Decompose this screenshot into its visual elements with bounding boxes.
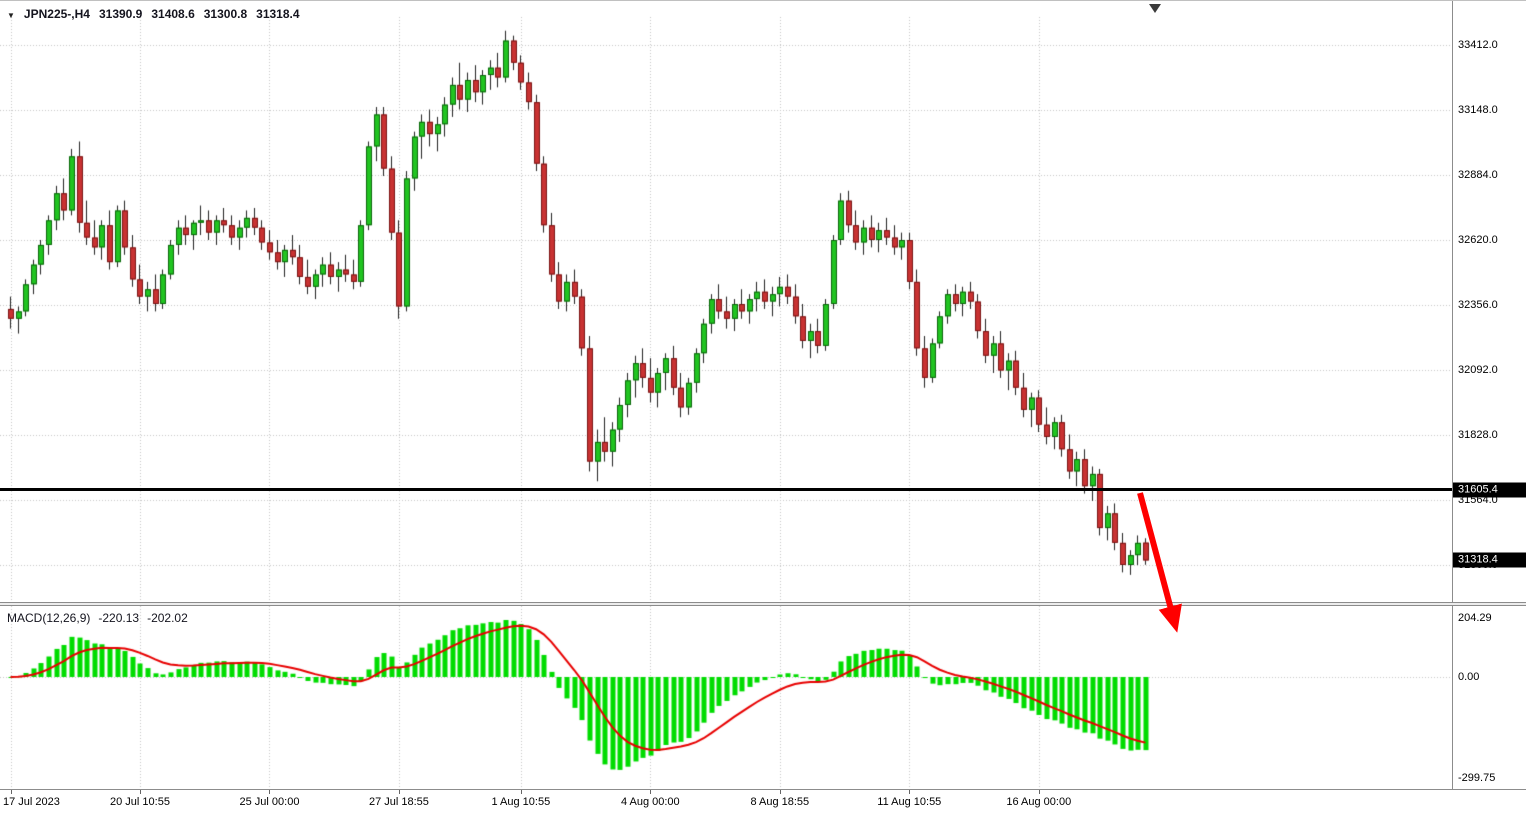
ohlc-open: 31390.9 xyxy=(98,7,143,21)
price-axis-label: 32356.0 xyxy=(1458,299,1498,311)
time-axis-tick xyxy=(521,790,522,794)
time-axis-label: 8 Aug 18:55 xyxy=(750,796,810,808)
price-axis-label: 32620.0 xyxy=(1458,234,1498,246)
price-axis-label: 33148.0 xyxy=(1458,104,1498,116)
macd-indicator-label: MACD(12,26,9) -220.13 -202.02 xyxy=(7,611,188,625)
time-axis-tick xyxy=(650,790,651,794)
time-axis-label: 25 Jul 00:00 xyxy=(239,796,300,808)
time-axis-label: 27 Jul 18:55 xyxy=(368,796,429,808)
macd-indicator-canvas[interactable] xyxy=(0,606,1452,789)
time-axis-tick xyxy=(140,790,141,794)
time-axis-label: 11 Aug 10:55 xyxy=(877,796,942,808)
time-axis-tick xyxy=(269,790,270,794)
time-axis-label: 4 Aug 00:00 xyxy=(620,796,680,808)
panel-divider[interactable] xyxy=(0,602,1526,606)
chart-header: ▼ JPN225-,H4 31390.9 31408.6 31300.8 313… xyxy=(7,7,300,21)
time-axis-tick xyxy=(399,790,400,794)
price-axis-label: 32884.0 xyxy=(1458,169,1498,181)
macd-axis-label: 204.29 xyxy=(1458,612,1492,624)
line-price-tag: 31605.4 xyxy=(1453,482,1526,498)
time-axis-label: 20 Jul 10:55 xyxy=(110,796,170,808)
macd-signal-value: -202.02 xyxy=(147,611,188,625)
symbol-timeframe-label: JPN225-,H4 xyxy=(23,7,90,21)
chart-shift-marker-icon[interactable] xyxy=(1149,4,1161,13)
time-axis-tick xyxy=(909,790,910,794)
time-axis-tick xyxy=(1039,790,1040,794)
time-axis-tick xyxy=(11,790,12,794)
macd-title: MACD(12,26,9) xyxy=(7,611,91,625)
macd-axis-label: 0.00 xyxy=(1458,671,1480,683)
price-axis[interactable]: 33412.0 33148.0 32884.0 32620.0 32356.0 32092… xyxy=(1452,1,1526,789)
price-axis-label: 33412.0 xyxy=(1458,39,1498,51)
main-chart-canvas[interactable] xyxy=(0,1,1452,602)
ohlc-close: 31318.4 xyxy=(256,7,300,21)
time-axis[interactable]: 17 Jul 2023 20 Jul 10:55 25 Jul 00:00 27 Ju… xyxy=(0,789,1526,814)
ohlc-low: 31300.8 xyxy=(203,7,248,21)
macd-axis-label: -299.75 xyxy=(1458,772,1496,784)
price-axis-label: 31828.0 xyxy=(1458,429,1498,441)
price-axis-label: 32092.0 xyxy=(1458,364,1498,376)
time-axis-label: 17 Jul 2023 xyxy=(3,796,60,808)
bid-price-tag: 31318.4 xyxy=(1453,552,1526,568)
ohlc-high: 31408.6 xyxy=(151,7,195,21)
time-axis-label: 1 Aug 10:55 xyxy=(491,796,551,808)
time-axis-tick xyxy=(780,790,781,794)
macd-value: -220.13 xyxy=(98,611,140,625)
time-axis-label: 16 Aug 00:00 xyxy=(1006,796,1072,808)
support-line[interactable] xyxy=(0,488,1452,492)
collapse-icon[interactable]: ▼ xyxy=(7,11,15,20)
